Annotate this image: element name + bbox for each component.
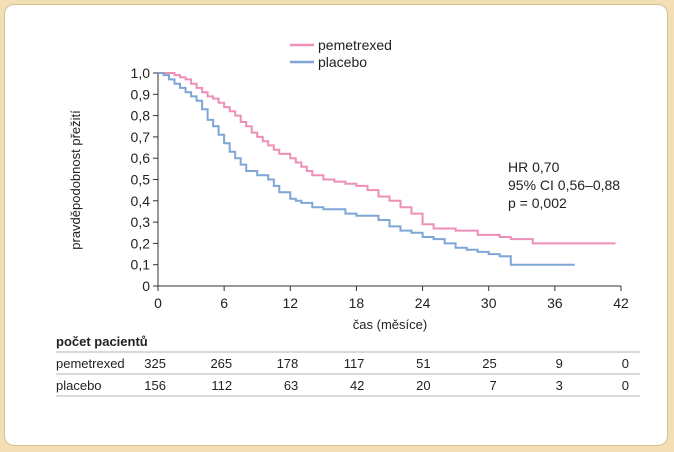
y-tick-label: 0,9 xyxy=(131,86,151,102)
y-tick-label: 1,0 xyxy=(131,65,151,81)
y-tick-label: 0,3 xyxy=(131,214,151,230)
risk-table: počet pacientů pemetrexed placebo 325 265… xyxy=(56,334,640,397)
risk-value-placebo: 42 xyxy=(350,378,364,393)
annotation-p: p = 0,002 xyxy=(508,195,567,211)
x-axis-label: čas (měsíce) xyxy=(353,317,427,332)
curve-pemetrexed xyxy=(158,72,616,245)
y-tick-label: 0,5 xyxy=(131,172,151,188)
annotation-hr: HR 0,70 xyxy=(508,159,560,175)
x-tick-label: 36 xyxy=(547,295,563,311)
risk-row-label-placebo: placebo xyxy=(56,378,102,393)
survival-curves xyxy=(158,72,616,266)
y-tick-label: 0 xyxy=(142,278,150,294)
risk-value-placebo: 156 xyxy=(144,378,166,393)
curve-placebo xyxy=(158,72,575,266)
risk-value-placebo: 0 xyxy=(622,378,629,393)
risk-value-pemetrexed: 25 xyxy=(482,356,496,371)
x-ticks: 0 6 12 18 24 30 36 42 xyxy=(154,286,629,311)
y-tick-label: 0,7 xyxy=(131,129,151,145)
y-tick-label: 0,1 xyxy=(131,257,151,273)
risk-value-placebo: 7 xyxy=(489,378,496,393)
risk-value-pemetrexed: 9 xyxy=(556,356,563,371)
x-tick-label: 12 xyxy=(282,295,298,311)
x-tick-label: 24 xyxy=(415,295,431,311)
legend: pemetrexed placebo xyxy=(290,37,392,70)
y-tick-label: 0,2 xyxy=(131,235,151,251)
x-tick-label: 18 xyxy=(349,295,365,311)
x-tick-label: 30 xyxy=(481,295,497,311)
risk-row-label-pemetrexed: pemetrexed xyxy=(56,356,125,371)
risk-value-placebo: 20 xyxy=(416,378,430,393)
risk-value-pemetrexed: 117 xyxy=(344,356,365,371)
risk-value-pemetrexed: 325 xyxy=(144,356,166,371)
risk-value-placebo: 112 xyxy=(211,378,232,393)
y-ticks: 0 0,1 0,2 0,3 0,4 0,5 0,6 0,7 0,8 0,9 1,0 xyxy=(131,65,158,294)
x-tick-label: 0 xyxy=(154,295,162,311)
figure-card xyxy=(4,4,668,446)
y-axis-label: pravděpodobnost přežití xyxy=(68,110,83,250)
risk-value-pemetrexed: 265 xyxy=(210,356,232,371)
y-tick-label: 0,8 xyxy=(131,108,151,124)
risk-value-pemetrexed: 51 xyxy=(416,356,430,371)
x-tick-label: 42 xyxy=(613,295,629,311)
x-tick-label: 6 xyxy=(220,295,228,311)
legend-label-pemetrexed: pemetrexed xyxy=(318,37,392,53)
risk-table-title: počet pacientů xyxy=(56,334,148,349)
legend-label-placebo: placebo xyxy=(318,54,367,70)
annotation-ci: 95% CI 0,56–0,88 xyxy=(508,177,620,193)
y-tick-label: 0,4 xyxy=(131,193,151,209)
y-tick-label: 0,6 xyxy=(131,150,151,166)
risk-value-placebo: 3 xyxy=(556,378,563,393)
risk-value-pemetrexed: 0 xyxy=(622,356,629,371)
hazard-ratio-annotation: HR 0,70 95% CI 0,56–0,88 p = 0,002 xyxy=(508,159,620,211)
risk-values: 325 265 178 117 51 25 9 0 156 112 63 42 20 7 3 0 xyxy=(144,356,629,393)
risk-value-pemetrexed: 178 xyxy=(277,356,299,371)
risk-value-placebo: 63 xyxy=(284,378,298,393)
